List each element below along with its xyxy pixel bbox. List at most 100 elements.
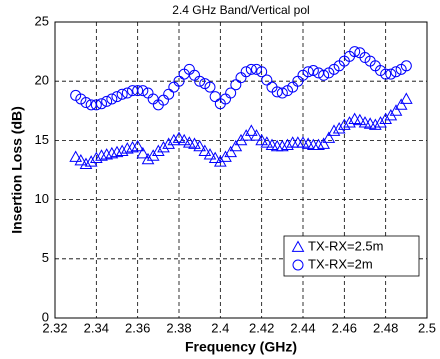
data-point	[390, 66, 402, 78]
chart-title: 2.4 GHz Band/Vertical pol	[172, 3, 309, 17]
data-point	[240, 66, 252, 78]
data-point	[225, 87, 237, 99]
data-point	[203, 148, 217, 160]
data-point	[141, 152, 155, 165]
x-tick-label: 2.44	[290, 320, 315, 335]
data-point	[261, 74, 273, 86]
data-point	[255, 133, 269, 146]
legend-marker	[291, 240, 305, 252]
data-point	[209, 91, 221, 103]
data-point	[198, 144, 212, 156]
data-point	[312, 138, 325, 151]
y-tick-label: 5	[42, 250, 49, 265]
data-point	[245, 63, 257, 75]
data-point	[394, 98, 408, 110]
data-point	[177, 133, 191, 146]
data-point	[137, 85, 149, 97]
data-point	[379, 112, 393, 124]
data-point	[229, 139, 243, 152]
data-point	[101, 95, 113, 107]
y-tick-label: 15	[35, 132, 49, 147]
data-point	[194, 75, 206, 87]
data-point	[307, 65, 319, 77]
data-point	[193, 139, 207, 152]
data-point	[132, 85, 144, 97]
data-point	[317, 137, 331, 149]
data-point	[163, 88, 175, 100]
data-point	[275, 139, 289, 152]
data-point	[162, 137, 176, 149]
x-tick-label: 2.32	[42, 320, 67, 335]
data-point	[120, 142, 134, 154]
data-point	[188, 137, 201, 149]
data-point	[230, 79, 242, 91]
data-point	[157, 140, 170, 153]
x-tick-label: 2.36	[125, 320, 150, 335]
legend-marker	[292, 259, 304, 271]
data-point	[327, 124, 341, 136]
data-point	[116, 88, 128, 100]
data-point	[385, 68, 397, 80]
data-point	[126, 140, 139, 153]
y-tick-label: 0	[42, 309, 49, 324]
plot-frame	[54, 21, 428, 319]
data-point	[84, 155, 98, 167]
data-point	[167, 133, 181, 146]
x-tick-label: 2.38	[166, 320, 191, 335]
x-tick-label: 2.5	[418, 320, 436, 335]
y-tick-label: 25	[35, 13, 49, 28]
data-point	[136, 146, 150, 159]
y-tick-label: 20	[35, 73, 49, 88]
data-point	[172, 131, 186, 143]
data-point	[349, 46, 361, 58]
data-point	[256, 66, 268, 78]
data-point	[260, 136, 274, 148]
data-point	[276, 87, 288, 99]
data-point	[115, 144, 129, 156]
data-point	[224, 145, 238, 158]
data-point	[250, 129, 263, 141]
legend-label: TX-RX=2m	[308, 256, 373, 271]
y-axis-label: Insertion Loss (dB)	[9, 106, 25, 234]
data-point	[151, 144, 165, 156]
data-point	[111, 91, 123, 103]
data-point	[131, 139, 145, 152]
data-point	[89, 151, 103, 164]
data-point	[374, 116, 387, 128]
data-point	[251, 63, 262, 75]
x-tick-label: 2.34	[84, 320, 109, 335]
data-point	[105, 146, 119, 159]
legend-box	[283, 235, 420, 277]
data-point	[79, 157, 93, 169]
x-axis-label: Frequency (GHz)	[185, 339, 297, 355]
data-point	[337, 118, 351, 130]
data-point	[380, 68, 392, 80]
data-point	[389, 104, 403, 116]
legend-label: TX-RX=2.5m	[308, 238, 384, 253]
x-tick-label: 2.42	[249, 320, 274, 335]
x-tick-label: 2.46	[332, 320, 357, 335]
data-point	[100, 148, 114, 160]
data-point	[110, 145, 124, 158]
data-point	[343, 116, 356, 128]
data-point	[74, 153, 88, 166]
data-point	[96, 98, 107, 110]
x-tick-label: 2.48	[373, 320, 398, 335]
data-point	[399, 92, 413, 104]
data-point	[69, 150, 83, 162]
data-point	[208, 151, 222, 164]
data-point	[318, 69, 330, 81]
data-point	[353, 113, 367, 126]
data-point	[90, 99, 102, 111]
data-point	[80, 97, 92, 109]
data-point	[173, 75, 185, 87]
data-point	[332, 122, 346, 134]
data-point	[368, 118, 382, 130]
data-point	[322, 131, 336, 143]
x-tick-label: 2.4	[211, 320, 229, 335]
data-point	[244, 124, 258, 136]
data-point	[106, 93, 118, 105]
y-tick-label: 10	[35, 191, 49, 206]
